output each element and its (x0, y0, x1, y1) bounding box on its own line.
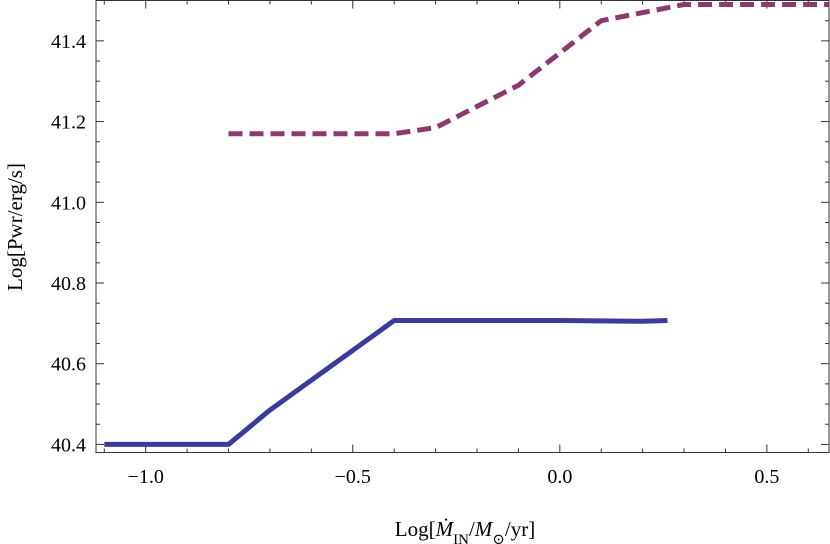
y-axis-title: Log[Pwr/erg/s] (3, 163, 27, 291)
x-tick-label: −0.5 (335, 466, 371, 488)
y-tick-label: 40.6 (51, 354, 86, 376)
axis-ticks (96, 0, 829, 453)
x-tick-label: −1.0 (128, 466, 164, 488)
series-line-dashed (228, 2, 829, 137)
x-title-suffix: /yr] (505, 517, 535, 541)
x-tick-label: 0.0 (547, 466, 572, 488)
x-title-sun-symbol: ⊙ (492, 532, 505, 544)
y-tick-label: 41.0 (51, 192, 86, 214)
x-axis-title-text: Log[ṀIN/M⊙/yr] (395, 517, 535, 544)
x-tick-label: 0.5 (754, 466, 779, 488)
x-axis-title: Log[ṀIN/M⊙/yr] (395, 517, 535, 544)
x-title-msun: M (474, 517, 494, 541)
x-title-sub-in: IN (453, 532, 469, 544)
x-title-slash: / (469, 517, 475, 541)
series-layer (104, 2, 829, 447)
series-line-solid (104, 318, 668, 447)
y-tick-label: 41.4 (51, 31, 86, 53)
y-tick-label: 41.2 (51, 112, 86, 134)
y-tick-label: 40.8 (51, 273, 86, 295)
x-title-prefix: Log[ (395, 517, 436, 541)
tick-labels: −1.0 −0.5 0.0 0.5 40.4 40.6 40.8 41.0 41.2 41.4 (51, 31, 779, 488)
x-title-mdot: Ṁ (435, 517, 455, 541)
plot-frame (95, 0, 830, 453)
y-tick-label: 40.4 (51, 434, 86, 456)
